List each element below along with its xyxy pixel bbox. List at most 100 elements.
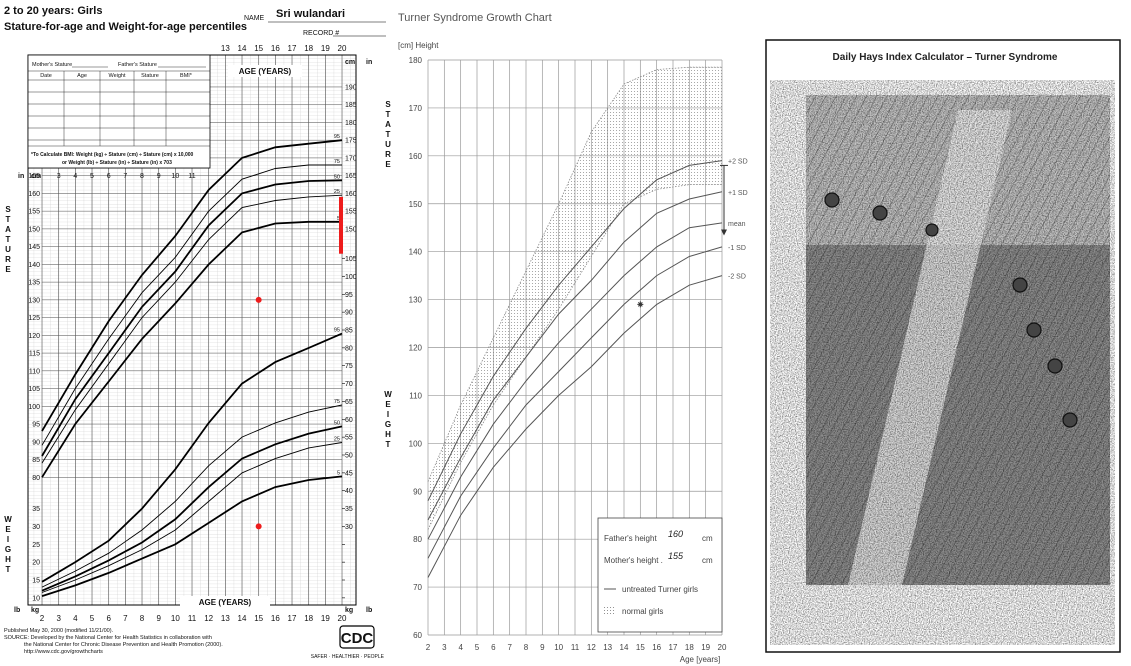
unit-label: lb [366,607,372,614]
x-tick-label: 7 [123,614,128,623]
x-tick-label: 18 [685,643,694,652]
x-tick-label: 15 [254,614,263,623]
x-tick-label: 17 [669,643,678,652]
legend-label: Mother's height . [604,556,663,565]
y2-tick-label: 100 [345,274,357,281]
y-tick-label: 160 [345,191,357,198]
x-tick-label: 4 [73,173,77,180]
y-tick-label: 90 [32,439,40,446]
y-tick-label: 90 [413,487,422,496]
chart-title: 2 to 20 years: Girls [4,5,102,17]
y-tick-label: 110 [409,391,422,400]
y2-tick-label: 90 [345,310,353,317]
x-tick-label: 7 [507,643,512,652]
y-tick-label: 60 [413,631,422,640]
y-axis-label: [cm] Height [398,41,439,50]
x-tick-label: 7 [123,173,127,180]
y-tick-label: 70 [413,583,422,592]
footer: Published May 30, 2000 (modified 11/21/0… [4,628,114,634]
unit-label: in [18,173,24,180]
chart-title: Turner Syndrome Growth Chart [398,12,552,24]
y-tick-label: 135 [28,280,40,287]
patient-point [637,301,643,307]
y-tick-label: 130 [28,297,40,304]
table-mother: Mother's Stature [32,62,72,68]
x-tick-label: 14 [620,643,629,652]
y-tick-label: 165 [345,173,357,180]
series-label: 75 [334,159,340,165]
y-tick-label: 150 [28,226,40,233]
y-tick-label: 150 [345,226,357,233]
series-label: -2 SD [728,274,746,281]
x-tick-label: 6 [106,614,111,623]
y2-axis-label: WEIGHT [383,390,392,450]
y2-tick-label: 85 [345,328,353,335]
y-tick-label: 160 [409,152,423,161]
y-tick-label: 120 [409,344,423,353]
y-tick-label: 110 [29,368,40,375]
x-tick-label: 6 [491,643,496,652]
y-axis-label: STATURE [4,205,13,275]
unit-label: cm [345,59,355,66]
x-tick-label: 18 [304,614,313,623]
x-tick-label: 13 [221,614,230,623]
x-tick-label: 14 [238,614,247,623]
y-tick-label: 140 [28,262,40,269]
logo-tagline: SAFER · HEALTHIER · PEOPLE [311,654,385,660]
y-tick-label: 185 [345,102,357,109]
name-label: NAME [244,15,265,22]
unit-label: in [366,59,372,66]
y-tick-label: 120 [28,333,40,340]
series-label: 50 [334,420,340,426]
legend-label: untreated Turner girls [622,585,698,594]
y-tick-label: 170 [345,155,357,162]
series-label: 50 [334,174,340,180]
patient-weight [256,523,262,529]
legend-unit: cm [702,534,713,543]
y-tick-label: 80 [32,475,40,482]
x-tick-label: 3 [57,173,61,180]
y2-tick-label: 30 [345,524,353,531]
y2-tick-label: 30 [32,524,40,531]
y2-tick-label: 20 [32,560,40,567]
x-tick-label: 19 [321,614,330,623]
turner-panel: Turner Syndrome Growth Chart [cm] Height… [398,12,748,664]
x-tick-label: 4 [458,643,463,652]
x-tick-label: 11 [188,614,197,623]
series-label: mean [728,221,746,228]
x-tick-label: 3 [442,643,447,652]
y-tick-label: 85 [32,457,40,464]
y-tick-label: 95 [32,422,40,429]
y2-tick-label: 60 [345,417,353,424]
y-tick-label: 140 [409,248,423,257]
table-header: BMI* [180,73,193,79]
series-label: 25 [334,189,340,195]
series-label: +2 SD [728,159,748,166]
footer: http://www.cdc.gov/growthcharts [24,649,103,655]
y2-tick-label: 65 [345,399,353,406]
x-tick-label: 11 [571,643,580,652]
y2-tick-label: 95 [345,292,353,299]
y-tick-label: 180 [409,56,423,65]
x-tick-label: 16 [271,44,280,53]
y-tick-label: 145 [28,244,40,251]
y2-tick-label: 10 [32,595,40,602]
x-tick-label: 13 [221,44,230,53]
legend-value: 155 [668,551,684,561]
series-label: 95 [334,134,340,140]
y2-tick-label: 55 [345,435,353,442]
y-tick-label: 155 [28,209,40,216]
unit-label: kg [31,607,39,614]
x-tick-label: 4 [73,614,78,623]
y2-tick-label: 40 [345,488,353,495]
unit-label: kg [345,607,353,614]
legend-unit: cm [702,556,713,565]
y-tick-label: 170 [409,104,423,113]
x-tick-label: 5 [90,173,94,180]
x-tick-label: 16 [271,614,280,623]
series-label: 5 [337,470,340,476]
x-tick-label: 5 [475,643,480,652]
table-father: Father's Stature [118,62,157,68]
x-tick-label: 10 [554,643,563,652]
x-tick-label: 6 [107,173,111,180]
